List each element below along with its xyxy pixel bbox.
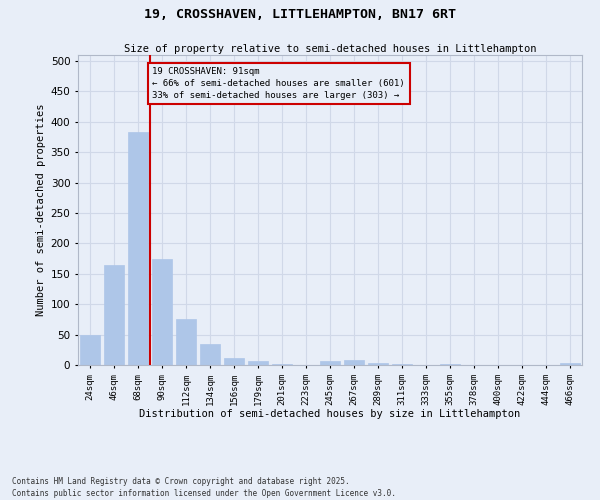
Bar [224,358,244,365]
Bar [80,334,100,365]
Bar [440,364,460,365]
Y-axis label: Number of semi-detached properties: Number of semi-detached properties [37,104,46,316]
Bar [176,320,196,365]
Bar [392,364,412,365]
Bar [320,360,340,365]
Text: 19, CROSSHAVEN, LITTLEHAMPTON, BN17 6RT: 19, CROSSHAVEN, LITTLEHAMPTON, BN17 6RT [144,8,456,20]
Bar [200,344,220,365]
Bar [272,364,292,365]
Bar [128,132,148,365]
Title: Size of property relative to semi-detached houses in Littlehampton: Size of property relative to semi-detach… [124,44,536,54]
Bar [368,363,388,365]
X-axis label: Distribution of semi-detached houses by size in Littlehampton: Distribution of semi-detached houses by … [139,409,521,419]
Bar [104,264,124,365]
Text: Contains HM Land Registry data © Crown copyright and database right 2025.
Contai: Contains HM Land Registry data © Crown c… [12,476,396,498]
Bar [248,360,268,365]
Bar [152,258,172,365]
Bar [560,363,580,365]
Bar [344,360,364,365]
Text: 19 CROSSHAVEN: 91sqm
← 66% of semi-detached houses are smaller (601)
33% of semi: 19 CROSSHAVEN: 91sqm ← 66% of semi-detac… [152,67,405,100]
